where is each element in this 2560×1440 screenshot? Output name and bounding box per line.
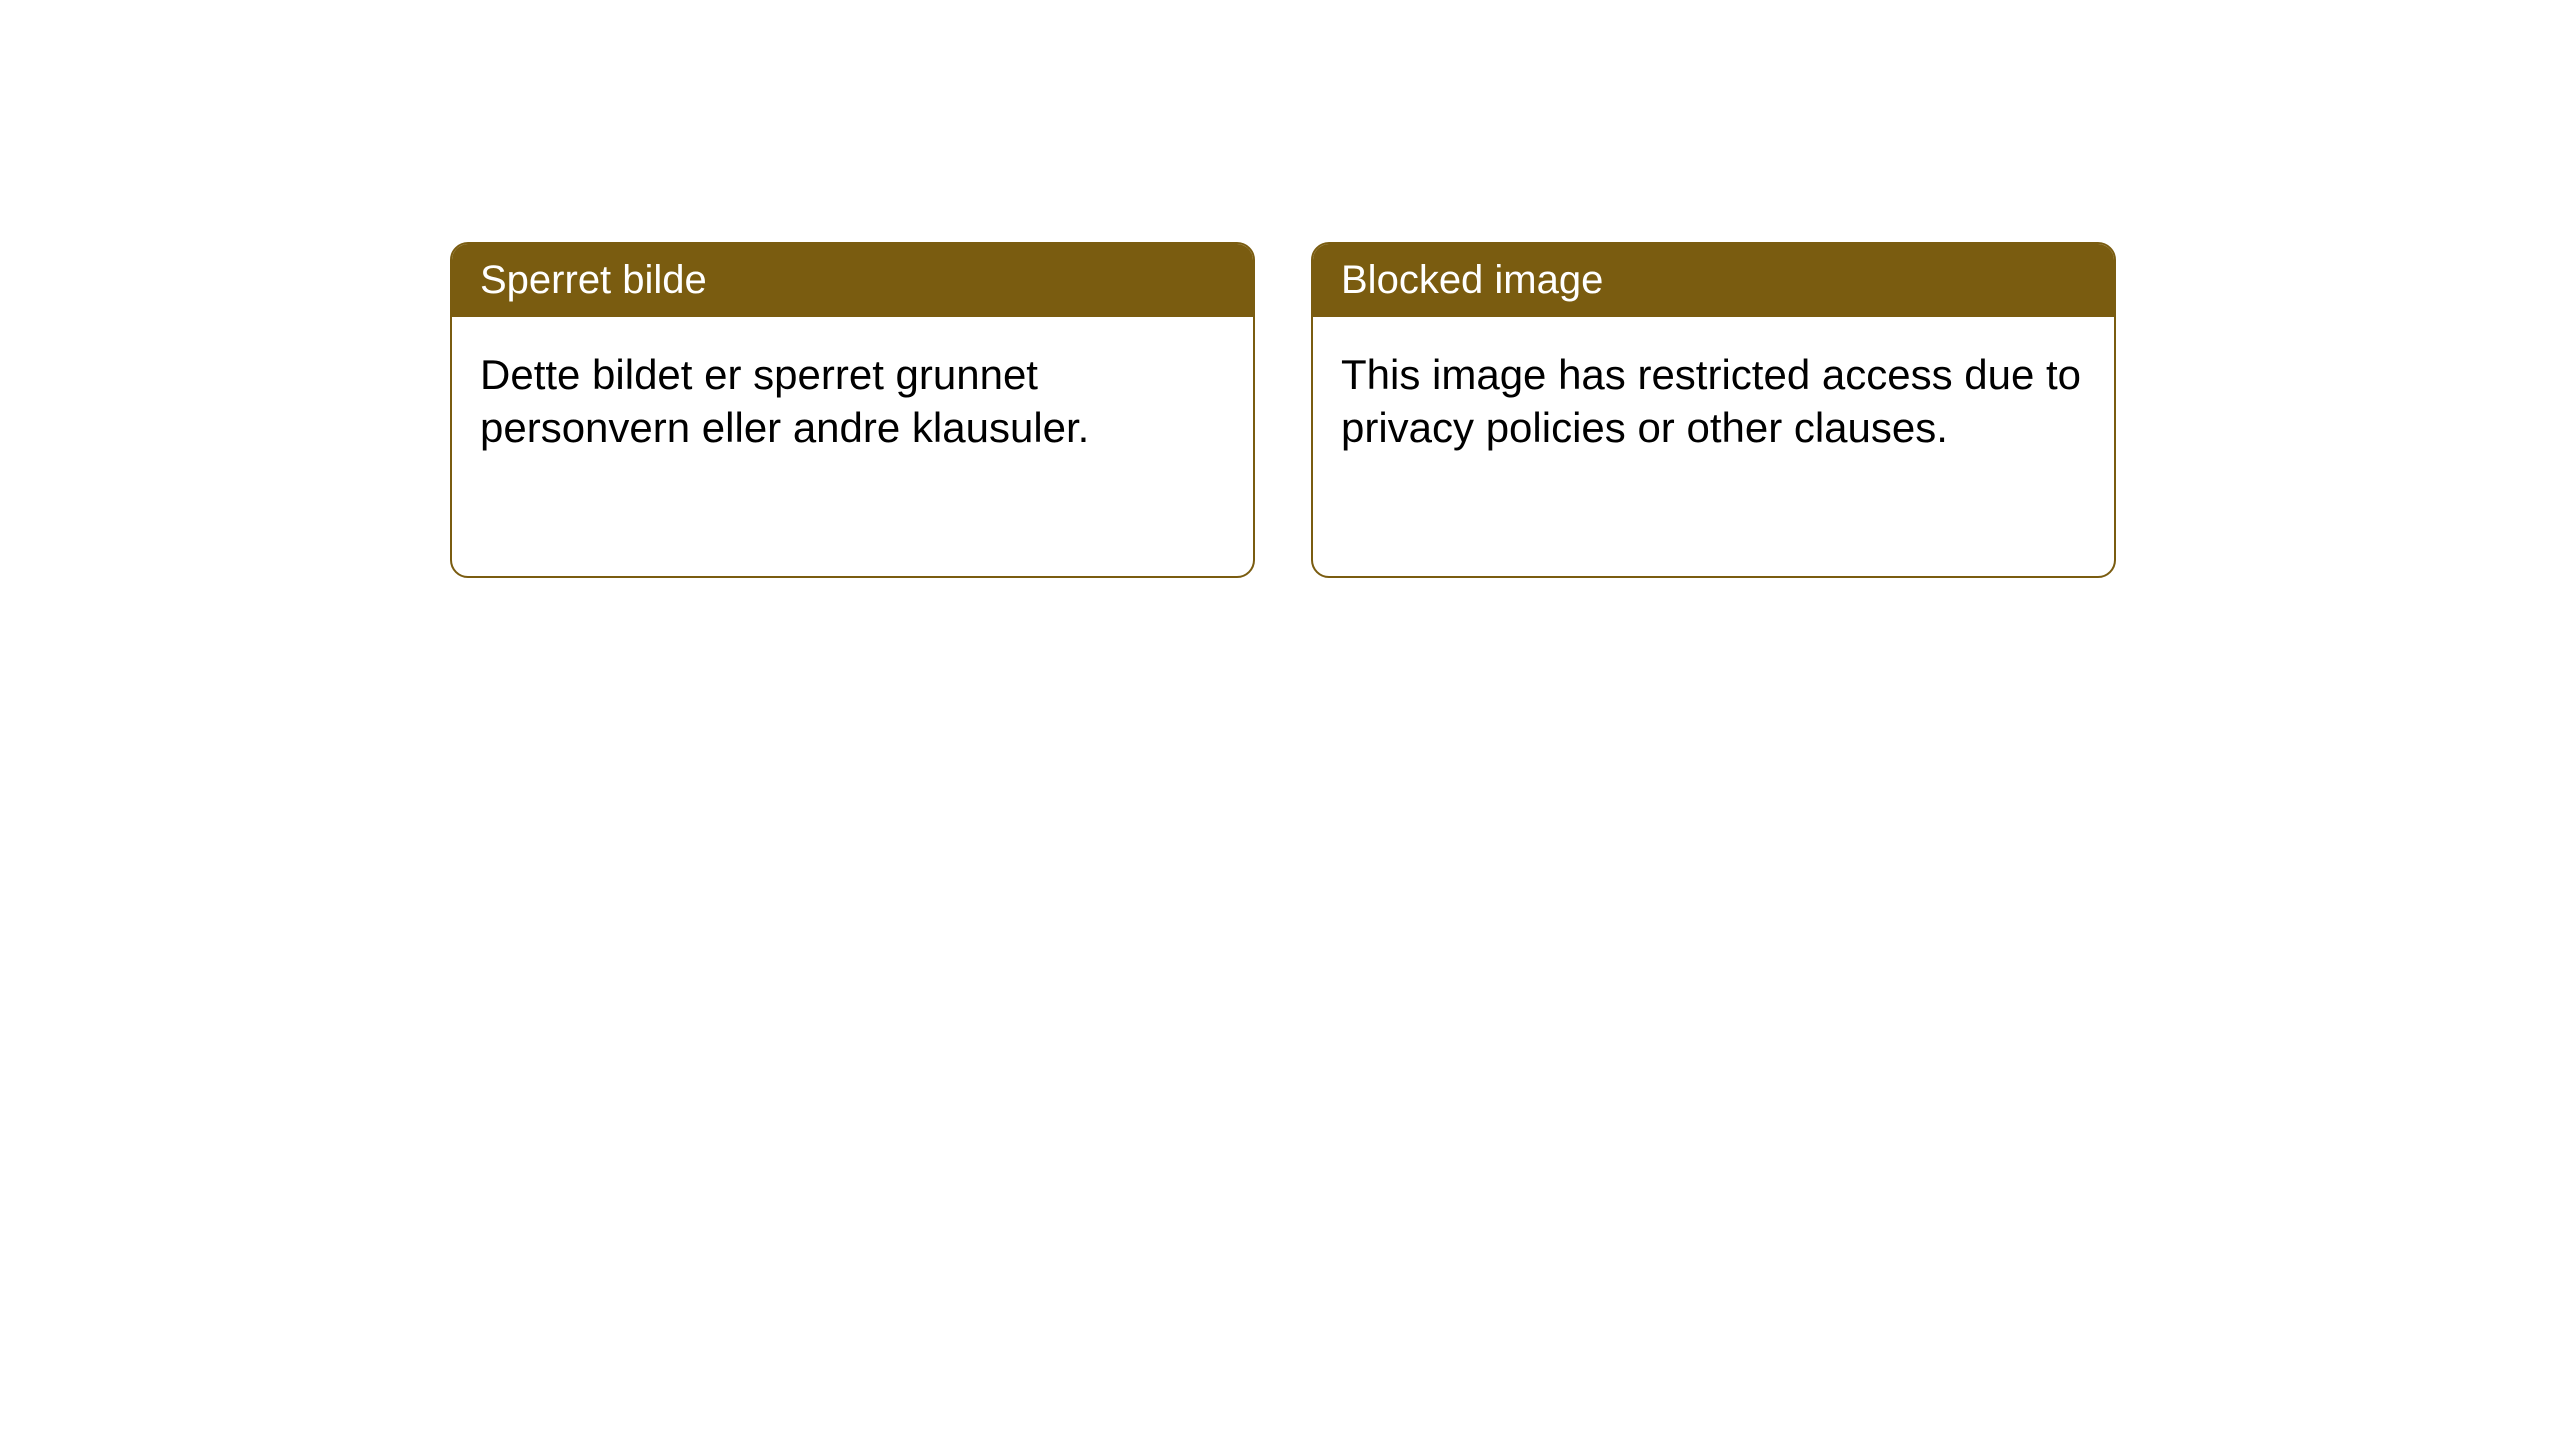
notice-title: Blocked image: [1341, 258, 1603, 302]
notice-container: Sperret bilde Dette bildet er sperret gr…: [0, 0, 2560, 578]
notice-body: This image has restricted access due to …: [1313, 317, 2114, 486]
notice-card-english: Blocked image This image has restricted …: [1311, 242, 2116, 578]
notice-title: Sperret bilde: [480, 258, 707, 302]
notice-message: Dette bildet er sperret grunnet personve…: [480, 351, 1089, 451]
notice-header: Blocked image: [1313, 244, 2114, 317]
notice-message: This image has restricted access due to …: [1341, 351, 2081, 451]
notice-body: Dette bildet er sperret grunnet personve…: [452, 317, 1253, 486]
notice-header: Sperret bilde: [452, 244, 1253, 317]
notice-card-norwegian: Sperret bilde Dette bildet er sperret gr…: [450, 242, 1255, 578]
